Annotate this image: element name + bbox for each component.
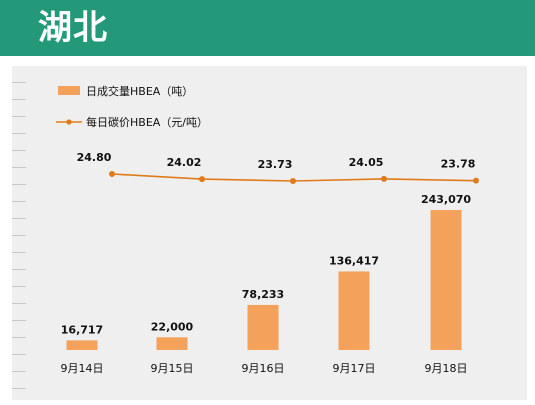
legend-line-marker xyxy=(66,119,72,125)
price-label-3: 23.73 xyxy=(258,158,293,171)
price-label-4: 24.05 xyxy=(349,156,384,169)
bar-value-label-5: 243,070 xyxy=(421,193,471,206)
price-point-3 xyxy=(290,178,296,184)
price-point-1 xyxy=(109,171,115,177)
legend-bar-swatch xyxy=(58,86,80,95)
legend-line-label: 每日碳价HBEA（元/吨） xyxy=(86,115,208,129)
bar-1 xyxy=(66,340,98,350)
x-tick-label-1: 9月14日 xyxy=(61,362,104,375)
bar-4 xyxy=(338,271,370,350)
price-point-5 xyxy=(473,177,479,184)
x-tick-label-5: 9月18日 xyxy=(425,362,468,375)
bar-value-label-1: 16,717 xyxy=(61,323,103,336)
legend-bar-label: 日成交量HBEA（吨） xyxy=(86,84,193,98)
price-label-2: 24.02 xyxy=(167,156,202,169)
x-tick-label-4: 9月17日 xyxy=(333,362,376,375)
bar-5 xyxy=(430,210,462,350)
price-point-2 xyxy=(199,176,205,183)
x-tick-label-2: 9月15日 xyxy=(151,362,194,375)
page-title: 湖北 xyxy=(38,8,108,48)
header-banner: 湖北 xyxy=(0,0,535,56)
price-label-1: 24.80 xyxy=(77,151,112,164)
bar-value-label-2: 22,000 xyxy=(151,320,194,333)
bar-2 xyxy=(156,337,188,350)
left-gridlines xyxy=(12,66,26,400)
bar-3 xyxy=(247,304,279,350)
bar-value-label-3: 78,233 xyxy=(242,288,284,301)
price-label-5: 23.78 xyxy=(441,158,476,171)
bar-value-label-4: 136,417 xyxy=(329,254,379,267)
x-tick-label-3: 9月16日 xyxy=(242,362,285,375)
price-point-4 xyxy=(381,175,387,182)
